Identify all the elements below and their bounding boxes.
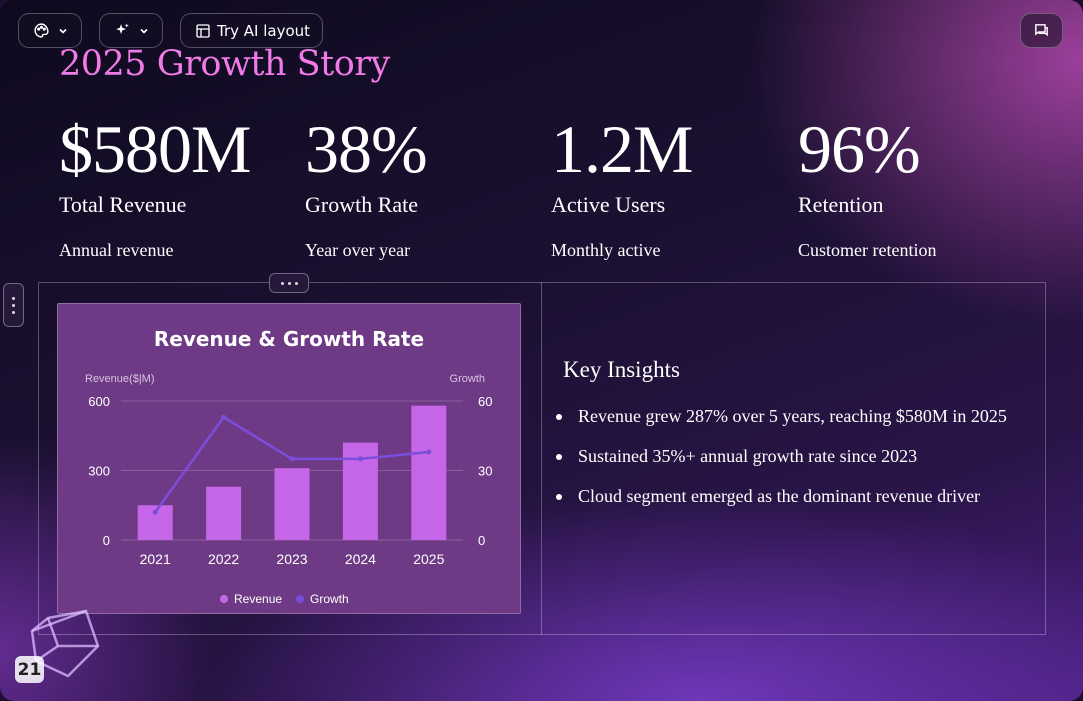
chevron-down-icon [139, 26, 149, 36]
revenue-bar [206, 486, 242, 540]
page-number: 21 [15, 656, 44, 683]
palette-icon [33, 22, 50, 39]
stat-sub: Customer retention [798, 240, 937, 260]
stat-label: Growth Rate [305, 192, 419, 217]
x-tick-label: 2021 [140, 551, 171, 567]
legend-label: Growth [310, 592, 349, 606]
chart-svg: Revenue & Growth Rate Revenue($|M) Growt… [85, 327, 492, 606]
grid-divider [541, 282, 542, 635]
comment-icon [1033, 22, 1050, 39]
stat-value: 1.2M [551, 111, 693, 187]
stat-label: Total Revenue [59, 192, 187, 217]
insight-item: Sustained 35%+ annual growth rate since … [556, 443, 1026, 469]
stat-label: Active Users [551, 192, 666, 217]
stat-sub: Annual revenue [59, 240, 174, 260]
x-tick-label: 2023 [276, 551, 307, 567]
legend-marker [296, 595, 304, 603]
y2-tick-label: 60 [478, 394, 492, 409]
stat-sub: Year over year [305, 240, 411, 260]
chevron-down-icon [58, 26, 68, 36]
revenue-bar [274, 468, 310, 540]
bullet-icon [556, 414, 562, 420]
x-tick-label: 2025 [413, 551, 444, 567]
insights-list: Revenue grew 287% over 5 years, reaching… [556, 403, 1026, 523]
legend-label: Revenue [234, 592, 282, 606]
drag-handle-horizontal[interactable] [269, 273, 309, 293]
stat-value: 96% [798, 111, 921, 187]
bullet-icon [556, 454, 562, 460]
growth-point [426, 449, 432, 455]
y-tick-label: 600 [88, 394, 110, 409]
growth-point [289, 456, 295, 462]
growth-point [152, 509, 158, 515]
sparkle-icon [114, 22, 131, 39]
theme-button[interactable] [18, 13, 82, 48]
slide-title: 2025 Growth Story [59, 44, 390, 84]
y-tick-label: 0 [103, 533, 110, 548]
y2-axis-label: Growth [450, 373, 485, 385]
stat-block: 1.2M Active Users Monthly active [551, 108, 693, 261]
insight-text: Cloud segment emerged as the dominant re… [578, 486, 981, 506]
insight-item: Revenue grew 287% over 5 years, reaching… [556, 403, 1026, 429]
x-tick-label: 2022 [208, 551, 239, 567]
chart-title: Revenue & Growth Rate [154, 327, 424, 351]
growth-point [357, 456, 363, 462]
bullet-icon [556, 494, 562, 500]
insight-text: Sustained 35%+ annual growth rate since … [578, 446, 918, 466]
comment-button[interactable] [1020, 13, 1063, 48]
y-axis-label: Revenue($|M) [85, 373, 155, 385]
content-grid[interactable] [38, 282, 1046, 635]
stat-block: $580M Total Revenue Annual revenue [59, 108, 251, 261]
stat-label: Retention [798, 192, 884, 217]
insight-item: Cloud segment emerged as the dominant re… [556, 483, 1026, 509]
insights-title: Key Insights [563, 357, 680, 382]
cube-decoration-icon [28, 606, 108, 690]
growth-point [221, 414, 227, 420]
layout-icon [195, 23, 211, 39]
legend-marker [220, 595, 228, 603]
y2-tick-label: 0 [478, 533, 485, 548]
y-tick-label: 300 [88, 464, 110, 479]
try-ai-layout-button[interactable]: Try AI layout [180, 13, 323, 48]
ai-button[interactable] [99, 13, 163, 48]
drag-handle-vertical[interactable] [3, 283, 24, 327]
chart-card[interactable]: Revenue & Growth Rate Revenue($|M) Growt… [57, 303, 521, 614]
stat-sub: Monthly active [551, 240, 661, 260]
insight-text: Revenue grew 287% over 5 years, reaching… [578, 406, 1007, 426]
stat-block: 96% Retention Customer retention [798, 108, 936, 261]
stat-block: 38% Growth Rate Year over year [305, 108, 428, 261]
try-ai-layout-label: Try AI layout [217, 21, 311, 40]
y2-tick-label: 30 [478, 464, 492, 479]
x-tick-label: 2024 [345, 551, 376, 567]
stat-value: $580M [59, 111, 251, 187]
stat-value: 38% [305, 111, 428, 187]
revenue-bar [411, 405, 447, 540]
